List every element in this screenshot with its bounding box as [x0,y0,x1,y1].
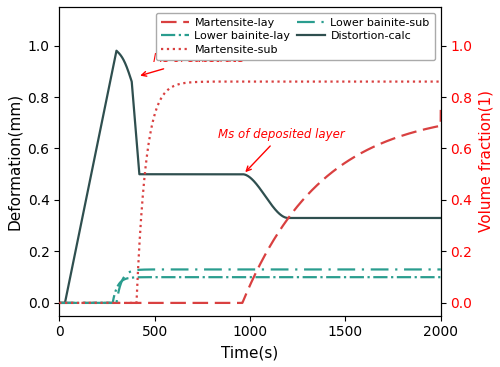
Lower bainite-lay [438,275,444,279]
Lower bainite-lay [238,275,244,279]
Martensite-sub [220,79,226,84]
Distortion-calc [426,216,432,220]
Distortion-calc [56,301,62,305]
Lower bainite-sub [238,267,244,272]
Lower bainite-sub [334,267,340,272]
Martensite-lay [238,301,244,305]
Lower bainite-sub [438,267,444,272]
Legend: Martensite-lay, Lower bainite-lay, Martensite-sub, Lower bainite-sub, Distortion: Martensite-lay, Lower bainite-lay, Marte… [156,12,435,60]
Martensite-sub [407,79,413,84]
Distortion-calc [238,172,244,177]
Distortion-calc [114,48,119,53]
Martensite-lay [220,301,226,305]
Lower bainite-lay [426,275,432,279]
Line: Martensite-sub: Martensite-sub [59,81,441,303]
Distortion-calc [334,216,340,220]
Line: Martensite-lay: Martensite-lay [59,110,441,303]
Lower bainite-lay [216,275,222,279]
Martensite-sub [238,79,244,84]
Martensite-sub [426,79,432,84]
Distortion-calc [407,216,413,220]
Martensite-sub [438,79,444,84]
Martensite-lay [216,301,222,305]
Text: Ms of substrate: Ms of substrate [142,52,244,76]
Line: Lower bainite-lay: Lower bainite-lay [59,277,441,303]
Martensite-lay [426,126,432,130]
Martensite-lay [438,108,444,112]
Line: Distortion-calc: Distortion-calc [59,51,441,303]
Y-axis label: Volume fraction(1): Volume fraction(1) [478,90,493,232]
Lower bainite-lay [334,275,340,279]
Distortion-calc [220,172,226,177]
Martensite-sub [56,301,62,305]
Lower bainite-lay [56,301,62,305]
Lower bainite-sub [407,267,413,272]
Lower bainite-lay [138,275,144,279]
Martensite-sub [216,79,222,84]
Martensite-sub [209,79,215,84]
Martensite-sub [334,79,340,84]
Lower bainite-sub [216,267,222,272]
Distortion-calc [438,216,444,220]
Lower bainite-sub [144,267,150,272]
Text: Ms of deposited layer: Ms of deposited layer [218,128,344,171]
Line: Lower bainite-sub: Lower bainite-sub [59,269,441,303]
Lower bainite-lay [220,275,226,279]
Lower bainite-lay [407,275,413,279]
Y-axis label: Deformation(mm): Deformation(mm) [7,93,22,230]
Lower bainite-sub [220,267,226,272]
Martensite-lay [334,167,340,171]
X-axis label: Time(s): Time(s) [222,345,278,360]
Martensite-lay [407,131,413,135]
Distortion-calc [216,172,222,177]
Lower bainite-sub [426,267,432,272]
Lower bainite-sub [56,301,62,305]
Martensite-lay [56,301,62,305]
